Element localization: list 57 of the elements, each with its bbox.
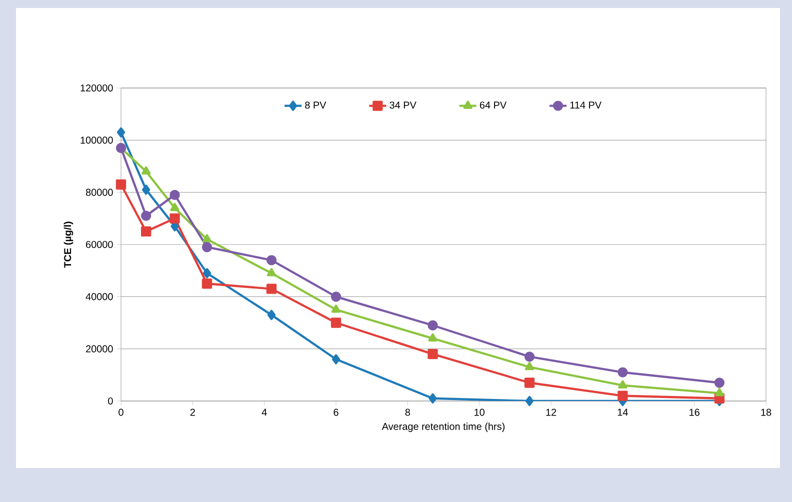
point bbox=[142, 184, 150, 195]
point bbox=[116, 179, 126, 190]
x-tick-label: 12 bbox=[546, 408, 556, 416]
point bbox=[618, 390, 628, 401]
point bbox=[428, 333, 438, 342]
x-tick-label: 14 bbox=[618, 408, 628, 416]
point bbox=[202, 278, 212, 289]
point bbox=[142, 166, 151, 175]
point bbox=[116, 127, 126, 138]
point bbox=[714, 388, 724, 396]
point bbox=[524, 352, 535, 362]
x-tick-label: 4 bbox=[262, 408, 267, 416]
x-tick-label: 8 bbox=[405, 408, 410, 416]
legend-label: 8 PV bbox=[305, 102, 326, 109]
y-tick-label: 80000 bbox=[86, 188, 113, 196]
point bbox=[170, 190, 180, 200]
point bbox=[330, 318, 342, 328]
y-tick-label: 60000 bbox=[86, 240, 113, 248]
point bbox=[524, 378, 535, 388]
point bbox=[266, 255, 277, 266]
y-tick-label: 20000 bbox=[86, 345, 113, 352]
point bbox=[267, 310, 276, 320]
point bbox=[618, 380, 628, 388]
x-tick-label: 18 bbox=[761, 408, 772, 416]
point bbox=[202, 242, 212, 252]
legend-label: 114 PV bbox=[570, 102, 602, 108]
point bbox=[714, 378, 725, 388]
legend-label: 34 PV bbox=[390, 102, 416, 109]
x-tick-label: 10 bbox=[474, 408, 484, 416]
point bbox=[266, 268, 276, 276]
y-tick-label: 120000 bbox=[80, 84, 113, 92]
y-tick-label: 40000 bbox=[86, 293, 113, 300]
point bbox=[170, 213, 180, 224]
x-tick-label: 2 bbox=[190, 408, 195, 416]
point bbox=[428, 393, 437, 404]
point bbox=[332, 354, 340, 364]
legend-label: 64 PV bbox=[480, 102, 507, 109]
y-axis-title: TCE (µg/l) bbox=[64, 222, 74, 268]
point bbox=[330, 292, 342, 302]
y-tick-label: 0 bbox=[108, 397, 113, 405]
y-tick-label: 100000 bbox=[80, 136, 113, 144]
point bbox=[428, 348, 438, 360]
point bbox=[524, 362, 534, 370]
x-axis-title: Average retention time (hrs) bbox=[382, 422, 505, 432]
point bbox=[428, 320, 438, 330]
x-tick-label: 0 bbox=[118, 408, 124, 416]
x-tick-label: 6 bbox=[334, 408, 338, 416]
point bbox=[331, 304, 341, 313]
point bbox=[141, 210, 152, 221]
point bbox=[525, 396, 534, 406]
point bbox=[266, 284, 277, 294]
point bbox=[170, 202, 180, 212]
x-tick-label: 16 bbox=[690, 408, 700, 416]
point bbox=[202, 268, 212, 278]
point bbox=[618, 367, 628, 378]
point bbox=[141, 226, 152, 237]
point bbox=[202, 234, 212, 242]
